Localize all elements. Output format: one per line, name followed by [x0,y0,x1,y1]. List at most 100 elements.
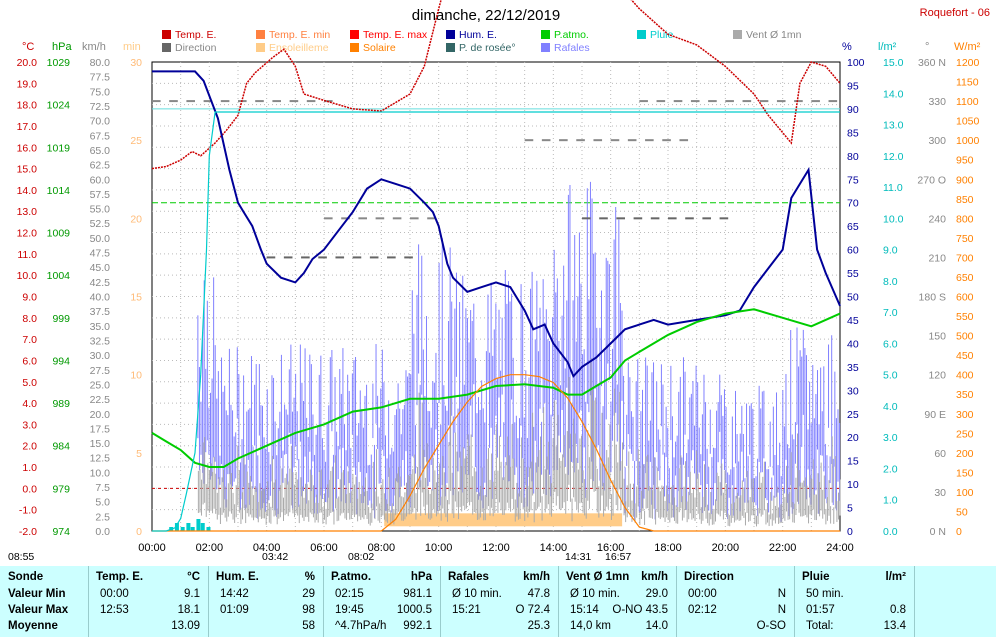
wm2-tick: 550 [956,311,974,323]
rain-bar [180,527,185,531]
deg-tick: 300 [928,135,946,147]
sun-time: 08:02 [348,551,374,563]
min-tick: 20 [130,213,142,225]
chart-title: dimanche, 22/12/2019 [412,7,560,24]
table-header: Pluie [802,571,830,583]
table-col-sonde: Sonde Valeur Min Valeur Max Moyenne [0,566,89,637]
table-cell: 50 min. [806,588,844,600]
table-row-label: Moyenne [8,620,58,632]
pct-tick: 100 [847,57,865,69]
table-unit: km/h [523,571,550,583]
kmh-tick: 55.0 [90,204,111,216]
table-col-dir: Direction 00:00 N 02:12 N O-SO [676,566,795,637]
table-header: Sonde [8,571,44,583]
wm2-tick: 350 [956,389,974,401]
table-header: Direction [684,571,734,583]
deg-tick: 270 O [917,174,946,186]
legend-swatch [162,30,171,39]
table-col-temp: Temp. E. °C 00:00 9.1 12:53 18.1 13.09 [88,566,209,637]
kmh-tick: 25.0 [90,379,111,391]
min-tick: 25 [130,135,142,147]
kmh-tick: 50.0 [90,233,111,245]
temp-tick: 8.0 [22,313,37,325]
deg-tick: 180 S [919,292,946,304]
hpa-tick: 1009 [47,228,71,240]
wm2-tick: 950 [956,155,974,167]
lm2-tick: 4.0 [883,401,898,413]
table-unit: °C [187,571,200,583]
wm2-tick: 800 [956,213,974,225]
x-tick: 24:00 [826,542,854,554]
kmh-tick: 15.0 [90,438,111,450]
sun-time: 08:55 [8,551,34,563]
kmh-tick: 72.5 [90,101,111,113]
legend-label: Pluie [650,29,674,41]
axis-unit: min [123,41,141,53]
legend-swatch [446,43,455,52]
table-cell: 13.4 [883,620,906,632]
wm2-tick: 300 [956,409,974,421]
table-row-label: Valeur Max [8,604,69,616]
temp-tick: 2.0 [22,441,37,453]
wm2-tick: 1100 [956,96,979,108]
hpa-tick: 974 [52,526,70,538]
kmh-tick: 65.0 [90,145,111,157]
table-cell: 992.1 [403,620,432,632]
rain-bar [174,523,179,531]
temp-tick: -2.0 [19,526,37,538]
lm2-tick: 13.0 [883,120,904,132]
legend-label: Vent Ø 1mn [746,29,802,41]
wm2-tick: 700 [956,252,974,264]
table-cell: O-SO [756,620,786,632]
table-row-label: Valeur Min [8,588,66,600]
lm2-tick: 15.0 [883,57,904,69]
x-tick: 02:00 [196,542,224,554]
wm2-tick: 1050 [956,116,980,128]
rain-bar [200,523,205,531]
table-cell: 15:21 [452,604,481,616]
kmh-tick: 20.0 [90,409,111,421]
table-cell: 02:15 [335,588,364,600]
table-header: Temp. E. [96,571,144,583]
wm2-tick: 400 [956,370,974,382]
legend-label: Temp. E. min [269,29,330,41]
kmh-tick: 37.5 [90,306,111,318]
lm2-tick: 7.0 [883,307,898,319]
kmh-tick: 62.5 [90,160,111,172]
table-unit: % [304,571,315,583]
table-cell: 00:00 [688,588,717,600]
hpa-tick: 989 [52,398,70,410]
wm2-tick: 1200 [956,57,980,69]
table-header: Hum. E. [216,571,259,583]
table-cell: Ø 10 min. [452,588,502,600]
wm2-tick: 1150 [956,77,979,89]
stats-table: Sonde Valeur Min Valeur Max Moyenne Temp. E.… [0,566,996,637]
temp-tick: 12.0 [17,228,38,240]
deg-tick: 30 [934,487,946,499]
temp-tick: 4.0 [22,398,37,410]
kmh-tick: 77.5 [90,72,111,84]
temp-tick: 13.0 [17,206,38,218]
wm2-tick: 450 [956,350,974,362]
pct-tick: 10 [847,479,859,491]
legend-swatch [256,43,265,52]
table-unit: l/m² [885,571,906,583]
kmh-tick: 12.5 [90,453,111,465]
table-col-patmo: P.atmo. hPa 02:15 981.1 19:45 1000.5 ^4.7hPa/h… [323,566,441,637]
legend-label: P.atmo. [554,29,589,41]
temp-tick: 14.0 [17,185,38,197]
pct-tick: 30 [847,385,859,397]
station-name: Roquefort - 06 [920,7,990,19]
pct-tick: 55 [847,268,859,280]
pct-tick: 60 [847,245,859,257]
pct-tick: 95 [847,80,859,92]
lm2-tick: 11.0 [883,182,903,194]
x-tick: 00:00 [138,542,166,554]
series-line [151,0,841,170]
wm2-tick: 200 [956,448,974,460]
legend-label: Hum. E. [459,29,497,41]
table-col-vent: Vent Ø 1mn km/h Ø 10 min. 29.0 15:14 O-NO 43.… [558,566,677,637]
table-cell: N [777,588,786,600]
kmh-tick: 67.5 [90,130,111,142]
kmh-tick: 75.0 [90,86,111,98]
